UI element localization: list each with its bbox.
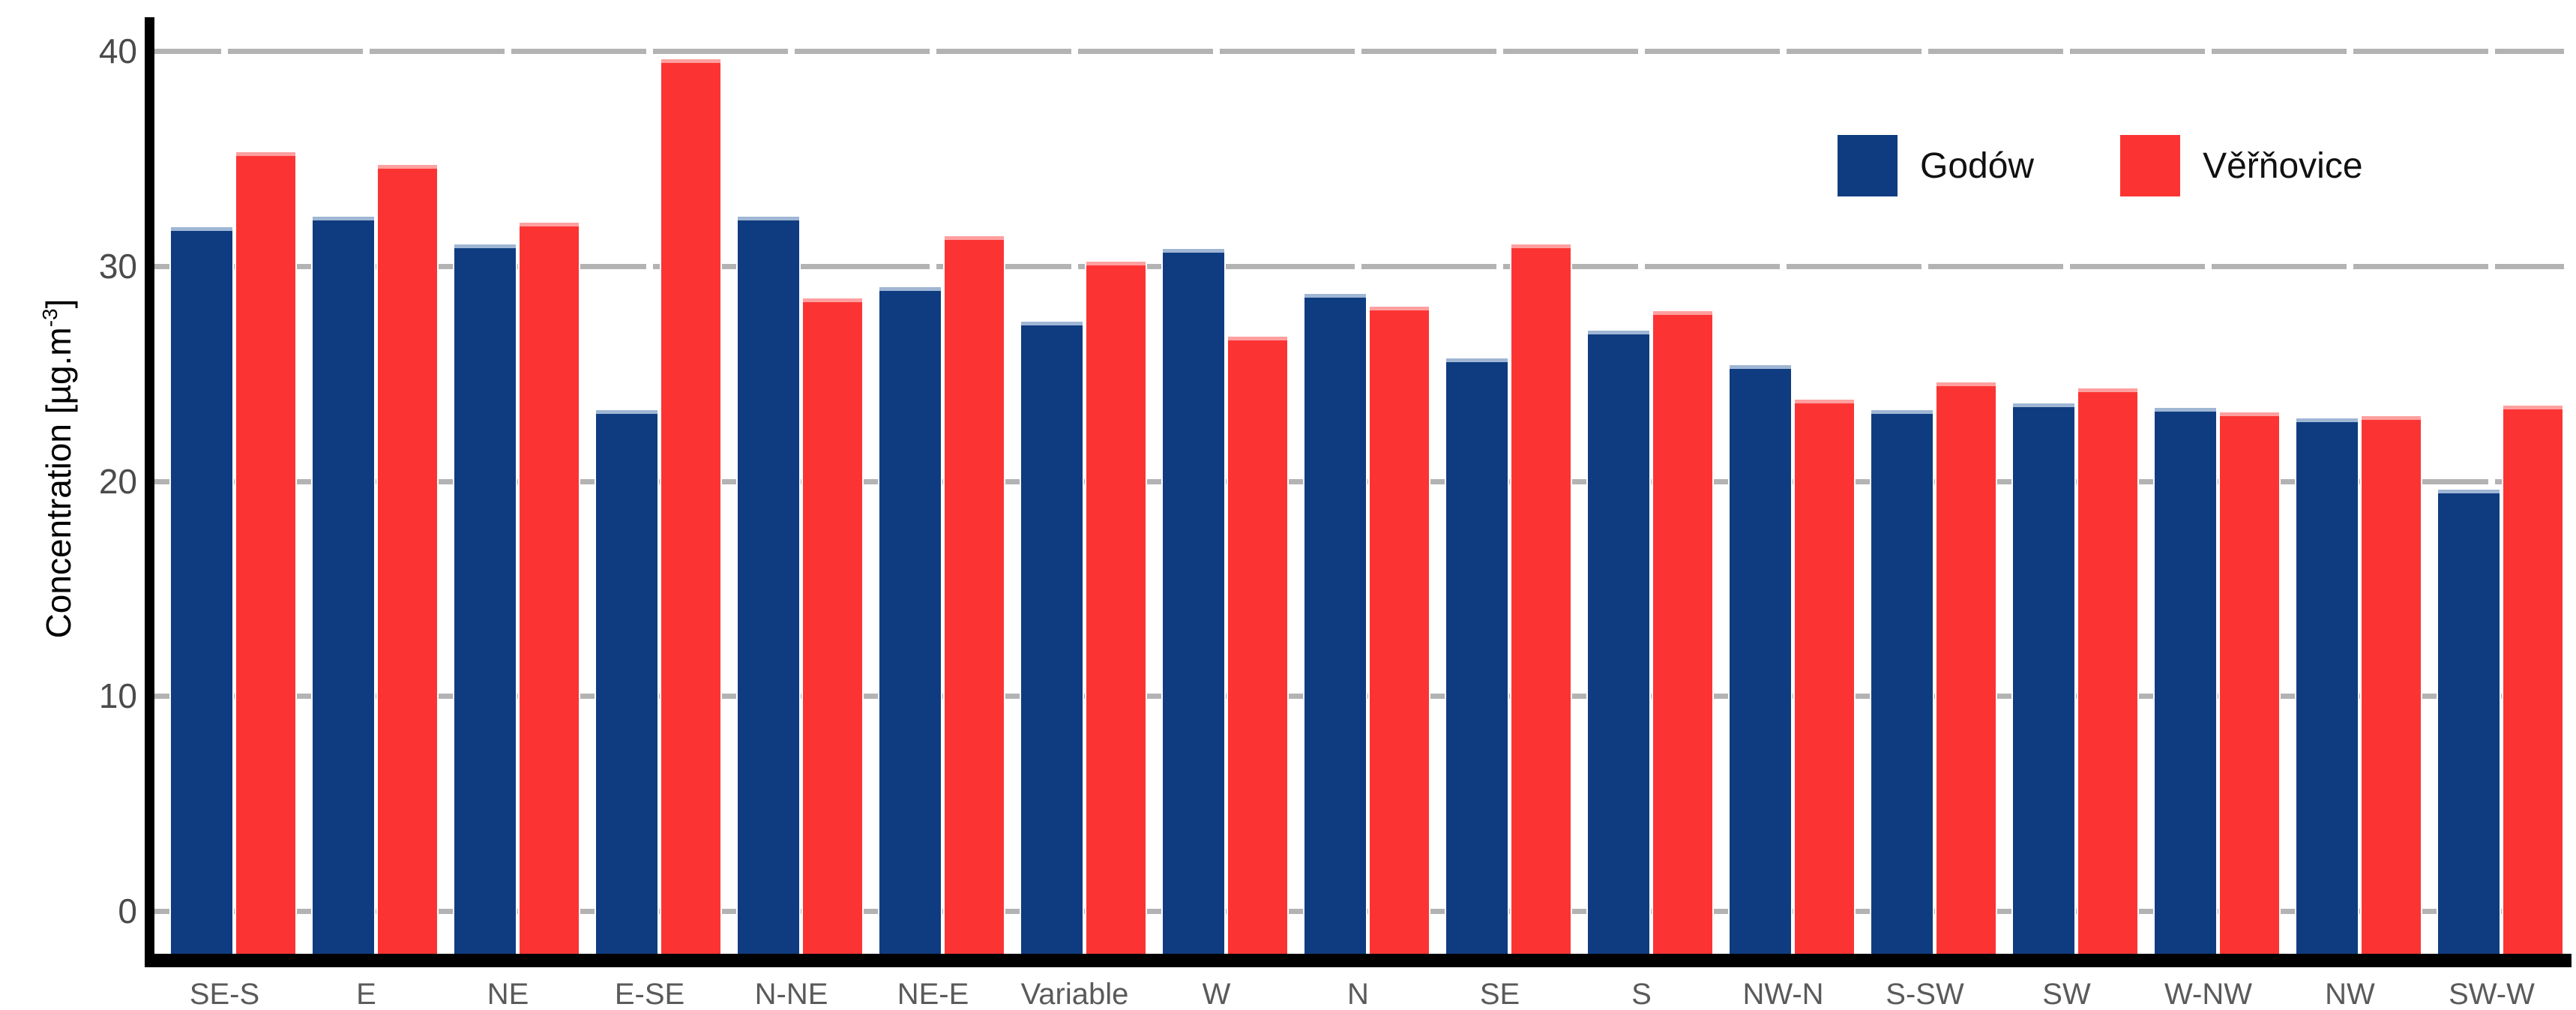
bar-vernovice-NW-N [1795, 400, 1854, 954]
bar-godow-S-SW [1871, 410, 1933, 954]
y-tick-label-40: 40 [98, 31, 137, 70]
bar-godow-W-NW [2155, 408, 2216, 954]
bar-vernovice-NE-E [945, 236, 1004, 954]
x-axis-line [145, 954, 2572, 967]
x-tick-label-E: E [356, 978, 376, 1010]
bar-vernovice-S-SW [1936, 382, 1996, 954]
bar-vernovice-N [1370, 307, 1429, 954]
x-tick-label-Variable: Variable [1020, 978, 1129, 1010]
gridline-40 [154, 49, 2564, 54]
bar-godow-E [313, 217, 374, 954]
y-tick-label-20: 20 [98, 462, 137, 501]
bar-godow-N-NE [738, 217, 799, 954]
bar-vernovice-W-NW [2220, 412, 2279, 954]
bar-godow-NE-E [879, 287, 941, 954]
bar-vernovice-NE [520, 223, 579, 954]
y-axis-line [145, 17, 154, 967]
bar-godow-SW-W [2438, 490, 2500, 954]
bar-vernovice-SE-S [236, 152, 295, 954]
x-tick-label-W-NW: W-NW [2164, 978, 2252, 1010]
bar-vernovice-SW-W [2503, 406, 2563, 954]
x-tick-label-N: N [1347, 978, 1369, 1010]
bar-godow-S [1588, 331, 1649, 954]
x-tick-label-SW: SW [2042, 978, 2091, 1010]
bar-godow-Variable [1021, 322, 1083, 954]
bar-godow-NE [454, 244, 516, 954]
bar-vernovice-E-SE [661, 59, 720, 954]
bar-vernovice-E [378, 165, 437, 954]
bar-vernovice-Variable [1086, 262, 1146, 954]
legend: Godów Věřňovice [1838, 135, 2363, 196]
legend-label-vernovice: Věřňovice [2203, 145, 2363, 186]
y-axis-title-superscript: -3 [38, 308, 61, 328]
x-tick-label-NW: NW [2325, 978, 2375, 1010]
legend-label-godow: Godów [1920, 145, 2035, 186]
bar-godow-E-SE [596, 410, 657, 954]
bar-vernovice-S [1653, 311, 1712, 954]
x-tick-label-NE: NE [487, 978, 529, 1010]
x-tick-label-SE-S: SE-S [189, 978, 260, 1010]
bar-godow-N [1304, 294, 1366, 954]
bar-godow-W [1163, 249, 1224, 954]
x-tick-label-NW-N: NW-N [1742, 978, 1824, 1010]
x-tick-label-W: W [1202, 978, 1231, 1010]
gridline-30 [154, 264, 2564, 269]
y-tick-label-0: 0 [118, 892, 137, 931]
y-tick-label-10: 10 [98, 676, 137, 715]
x-tick-label-SW-W: SW-W [2449, 978, 2535, 1010]
bar-vernovice-N-NE [803, 298, 862, 954]
bar-godow-SE [1446, 358, 1508, 954]
bar-vernovice-SW [2078, 388, 2137, 954]
x-tick-label-NE-E: NE-E [897, 978, 969, 1010]
x-tick-label-E-SE: E-SE [614, 978, 685, 1010]
bar-vernovice-NW [2362, 416, 2421, 954]
bar-godow-SE-S [171, 227, 232, 954]
legend-swatch-godow [1838, 135, 1898, 196]
x-tick-label-SE: SE [1479, 978, 1520, 1010]
x-tick-label-S: S [1631, 978, 1652, 1010]
x-tick-label-N-NE: N-NE [754, 978, 828, 1010]
bar-godow-NW [2296, 418, 2358, 954]
legend-swatch-vernovice [2120, 135, 2181, 196]
bar-vernovice-W [1228, 337, 1287, 954]
x-tick-label-S-SW: S-SW [1886, 978, 1964, 1010]
bar-godow-NW-N [1730, 365, 1791, 954]
bar-vernovice-SE [1511, 244, 1571, 954]
bar-godow-SW [2013, 403, 2074, 954]
y-axis-title-close: ] [39, 298, 78, 309]
y-tick-label-30: 30 [98, 247, 137, 286]
